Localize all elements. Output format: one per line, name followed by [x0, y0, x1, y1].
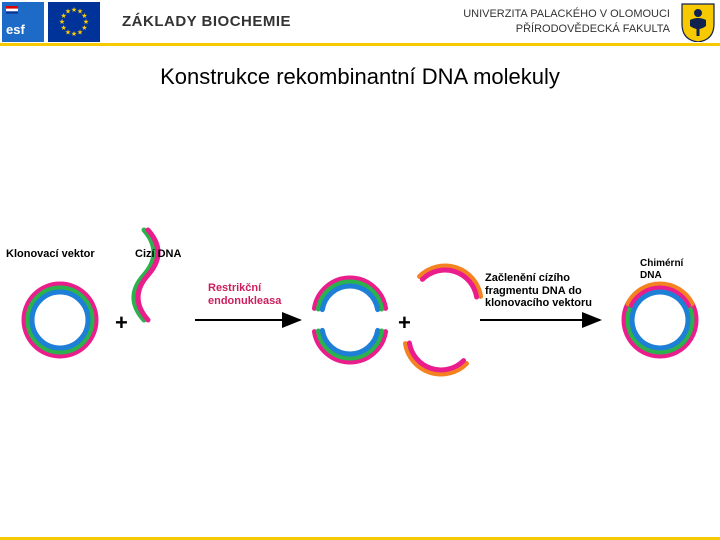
university-name: UNIVERZITA PALACKÉHO V OLOMOUCI	[463, 7, 670, 21]
university-block: UNIVERZITA PALACKÉHO V OLOMOUCI PŘÍRODOV…	[463, 7, 676, 36]
label-restriction: Restrikční endonukleasa	[208, 282, 281, 307]
esf-flag-icon: esf	[2, 2, 44, 42]
eu-flag-icon: ★★★★★★★★★★★★	[48, 2, 100, 42]
course-title: ZÁKLADY BIOCHEMIE	[122, 13, 291, 30]
label-cloning-vector: Klonovací vektor	[6, 248, 95, 261]
label-chimeric: Chimérní DNA	[640, 258, 683, 281]
slide-title: Konstrukce rekombinantní DNA molekuly	[0, 64, 720, 90]
svg-text:★: ★	[71, 30, 77, 38]
plus-sign-1: +	[115, 310, 128, 336]
label-foreign-dna: Cizí DNA	[135, 248, 181, 261]
svg-text:★: ★	[65, 7, 71, 15]
slide-header: esf ★★★★★★★★★★★★ ZÁKLADY BIOCHEMIE UNIVE…	[0, 0, 720, 46]
plus-sign-2: +	[398, 310, 411, 336]
svg-text:★: ★	[77, 28, 83, 36]
svg-text:esf: esf	[6, 22, 25, 37]
diagram-svg	[0, 220, 720, 400]
esf-logo: esf	[2, 2, 44, 42]
eu-flag-logo: ★★★★★★★★★★★★	[48, 2, 100, 42]
dna-diagram: Klonovací vektor Cizí DNA Restrikční end…	[0, 220, 720, 400]
university-shield-icon	[680, 2, 716, 42]
faculty-name: PŘÍRODOVĚDECKÁ FAKULTA	[463, 22, 670, 36]
label-insertion: Začlenění cízího fragmentu DNA do klonov…	[485, 272, 592, 310]
